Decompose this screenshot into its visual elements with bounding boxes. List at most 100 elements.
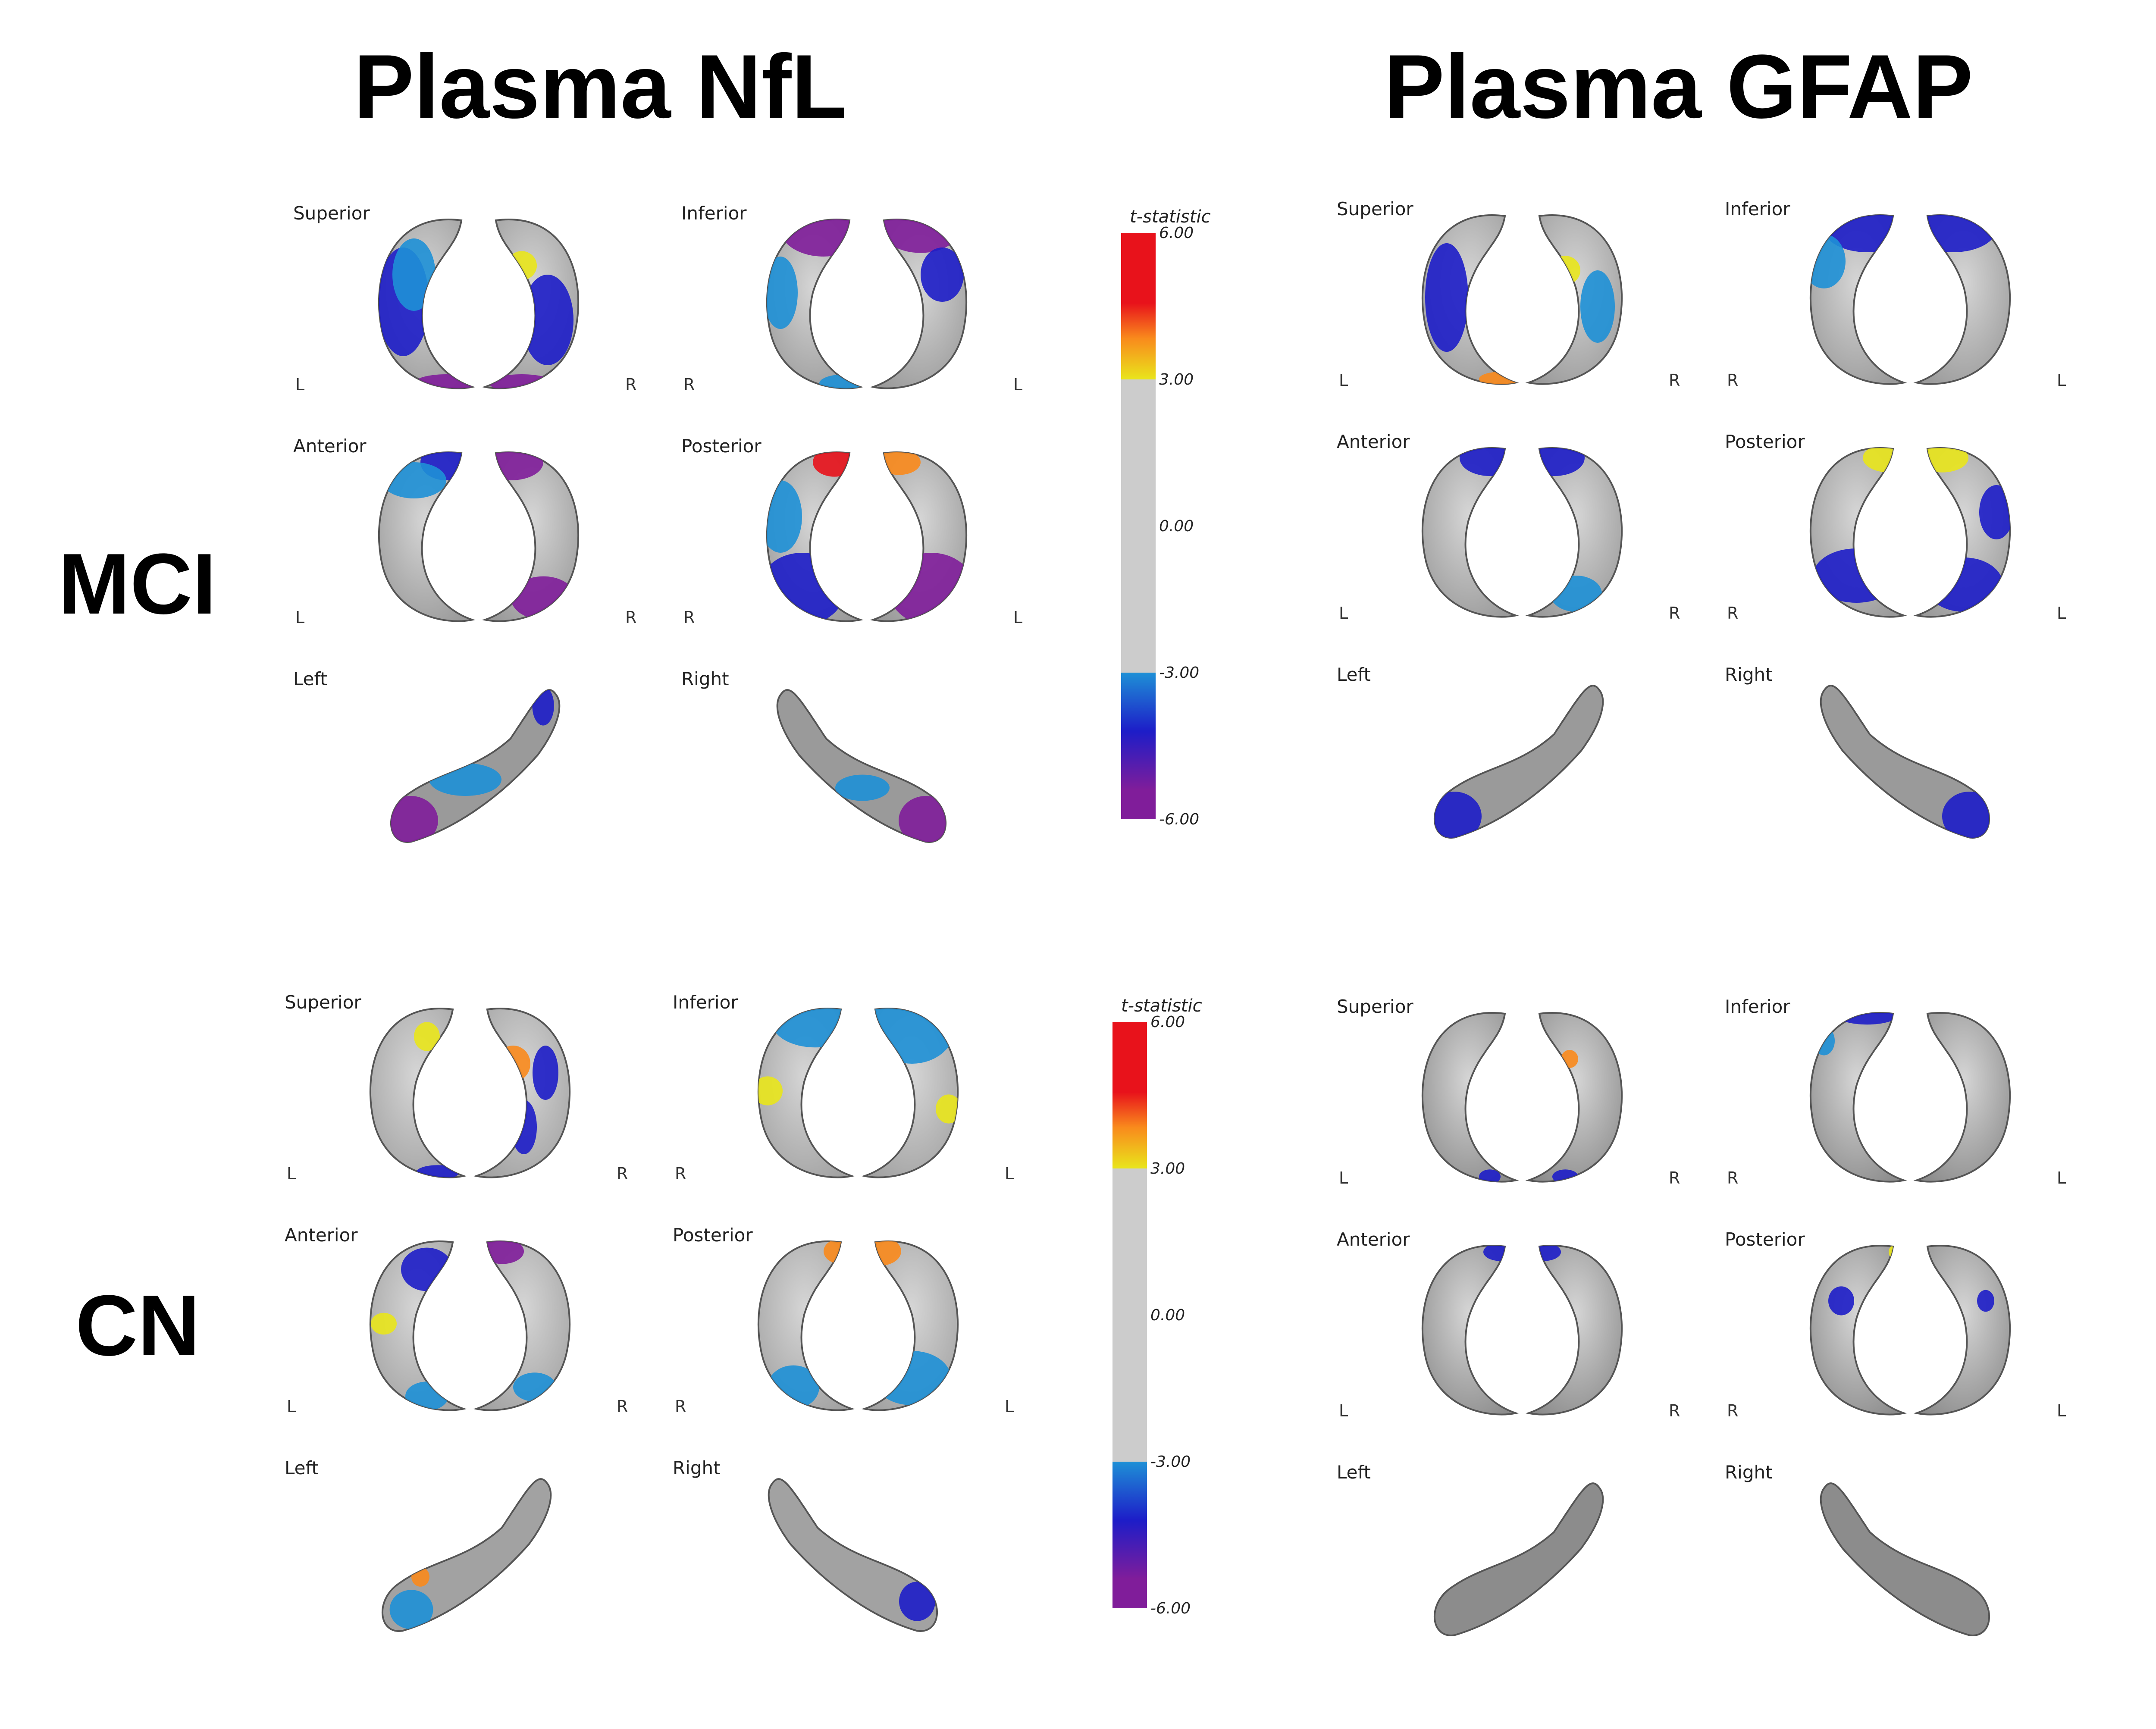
surface-right: [1913, 1012, 2011, 1183]
view-label-inferior: Inferior: [1725, 198, 1790, 219]
stat-blob: [882, 219, 959, 253]
stat-blob: [389, 1590, 433, 1629]
stat-blob: [522, 275, 573, 365]
stat-blob: [1529, 448, 1585, 476]
colorbar-gradient: [1112, 1022, 1147, 1608]
orientation-label: R: [1727, 604, 1739, 623]
colorbar-tick: 3.00: [1159, 371, 1194, 388]
view-label-inferior: Inferior: [1725, 996, 1790, 1017]
stat-blob: [1942, 792, 1990, 838]
surface-view-inferior: [1810, 1012, 2011, 1183]
stat-blob: [392, 238, 436, 311]
view-label-superior: Superior: [1337, 996, 1413, 1017]
stat-blob: [921, 247, 964, 302]
colorbar-tick: -3.00: [1150, 1453, 1191, 1471]
colorbar: [1112, 1022, 1147, 1608]
surface-view-anterior: [370, 1240, 570, 1411]
colorbar-tick: -3.00: [1159, 664, 1200, 682]
surface-view-inferior: [766, 219, 967, 389]
stat-blob: [405, 1381, 448, 1410]
orientation-label: R: [683, 608, 695, 627]
orientation-label: L: [1005, 1397, 1014, 1416]
surface-left: [1810, 1012, 1907, 1183]
stat-blob: [1425, 243, 1468, 352]
orientation-label: R: [1669, 1168, 1680, 1187]
view-label-posterior: Posterior: [673, 1225, 753, 1246]
orientation-label: R: [1669, 371, 1680, 390]
surface-tail: [382, 1478, 552, 1632]
orientation-label: R: [675, 1397, 686, 1416]
colorbar-tick: -6.00: [1150, 1600, 1191, 1617]
stat-blob: [429, 763, 501, 796]
stat-blob: [767, 480, 802, 553]
view-label-anterior: Anterior: [1337, 431, 1410, 452]
colorbar-tick: 6.00: [1159, 224, 1194, 242]
surface-left: [370, 1240, 467, 1411]
stat-blob: [768, 1365, 819, 1409]
view-label-anterior: Anterior: [1337, 1229, 1410, 1250]
stat-blob: [899, 796, 946, 842]
colorbar-title: t-statistic: [1121, 996, 1202, 1016]
surface-left: [1422, 447, 1519, 618]
surface-right: [473, 1240, 570, 1411]
view-label-left: Left: [285, 1457, 319, 1478]
stat-blob: [401, 1247, 453, 1291]
orientation-label: R: [683, 375, 695, 394]
orientation-label: R: [617, 1397, 628, 1416]
surface-view-right: [776, 689, 946, 843]
surface-right: [1913, 214, 2011, 385]
colorbar-title: t-statistic: [1130, 207, 1211, 227]
stat-blob: [1813, 1026, 1835, 1056]
orientation-label: L: [1339, 604, 1348, 623]
stat-blob: [1977, 1290, 1994, 1312]
colorbar-tick: 3.00: [1150, 1160, 1185, 1178]
stat-blob: [391, 796, 438, 842]
orientation-label: L: [295, 608, 305, 627]
view-label-right: Right: [1725, 1462, 1773, 1483]
row-title-mci: MCI: [58, 536, 216, 632]
orientation-label: R: [1727, 371, 1739, 390]
stat-blob: [489, 558, 511, 584]
view-label-superior: Superior: [293, 203, 370, 224]
panel-cn-plasma-gfap: Superior L R Inferior R L Anterior L R Posterior R…: [1337, 996, 2156, 1729]
stat-blob: [1813, 548, 1899, 603]
orientation-label: L: [2057, 604, 2066, 623]
surface-view-anterior: [1422, 447, 1623, 618]
orientation-label: L: [1339, 1168, 1348, 1187]
colorbar-tick: 0.00: [1159, 517, 1194, 535]
surface-view-right: [1820, 1482, 1990, 1636]
colorbar-tick: -6.00: [1159, 811, 1200, 828]
surface-left: [1422, 1245, 1519, 1416]
stat-blob: [496, 1046, 530, 1082]
surface-right: [1525, 1012, 1623, 1183]
surface-view-inferior: [758, 1008, 959, 1178]
orientation-label: L: [1013, 608, 1023, 627]
surface-view-superior: [1422, 214, 1623, 385]
orientation-label: L: [1013, 375, 1023, 394]
orientation-label: L: [1339, 1401, 1348, 1420]
surface-view-superior: [378, 219, 579, 389]
stat-blob: [1580, 270, 1615, 343]
orientation-label: L: [2057, 1401, 2066, 1420]
column-title-nfl: Plasma NfL: [354, 36, 847, 137]
surface-view-superior: [370, 1008, 570, 1178]
stat-blob: [489, 374, 554, 388]
stat-blob: [758, 1076, 783, 1106]
orientation-label: R: [1669, 1401, 1680, 1420]
stat-blob: [485, 452, 543, 480]
stat-blob: [1979, 485, 2010, 539]
orientation-label: L: [1339, 371, 1348, 390]
surface-view-right: [1820, 685, 1990, 839]
view-label-right: Right: [1725, 664, 1773, 685]
stat-blob: [481, 1338, 511, 1364]
view-label-right: Right: [681, 668, 729, 689]
stat-blob: [1550, 576, 1602, 612]
orientation-label: R: [625, 375, 637, 394]
stat-blob: [533, 1046, 558, 1100]
orientation-label: L: [2057, 371, 2066, 390]
stat-blob: [414, 1022, 440, 1051]
stat-blob: [899, 1582, 935, 1621]
orientation-label: R: [1727, 1401, 1739, 1420]
orientation-label: L: [287, 1397, 296, 1416]
surface-view-posterior: [1810, 447, 2011, 618]
